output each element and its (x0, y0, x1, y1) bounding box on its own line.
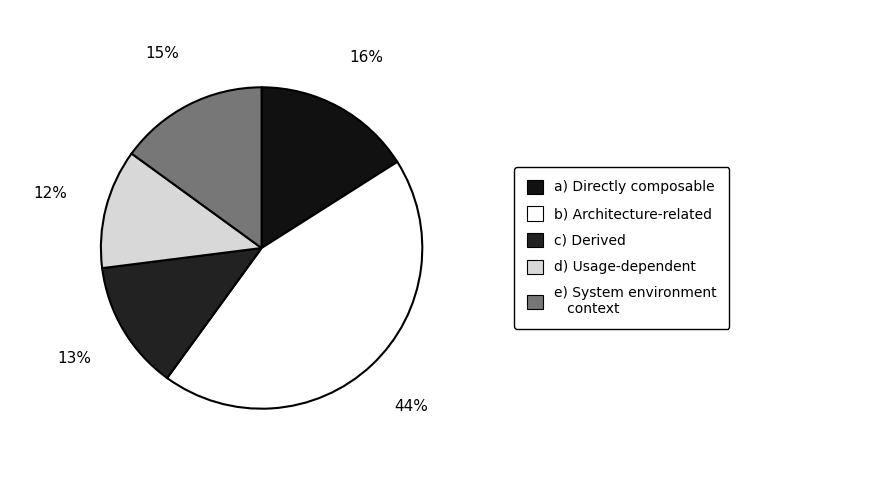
Text: 12%: 12% (34, 186, 67, 201)
Wedge shape (132, 87, 262, 248)
Text: 15%: 15% (146, 47, 180, 62)
Wedge shape (262, 87, 398, 248)
Text: 44%: 44% (394, 399, 427, 414)
Legend: a) Directly composable, b) Architecture-related, c) Derived, d) Usage-dependent,: a) Directly composable, b) Architecture-… (514, 167, 730, 329)
Text: 16%: 16% (350, 50, 384, 64)
Wedge shape (167, 162, 422, 409)
Text: 13%: 13% (57, 351, 91, 367)
Wedge shape (101, 154, 262, 268)
Wedge shape (102, 248, 262, 378)
